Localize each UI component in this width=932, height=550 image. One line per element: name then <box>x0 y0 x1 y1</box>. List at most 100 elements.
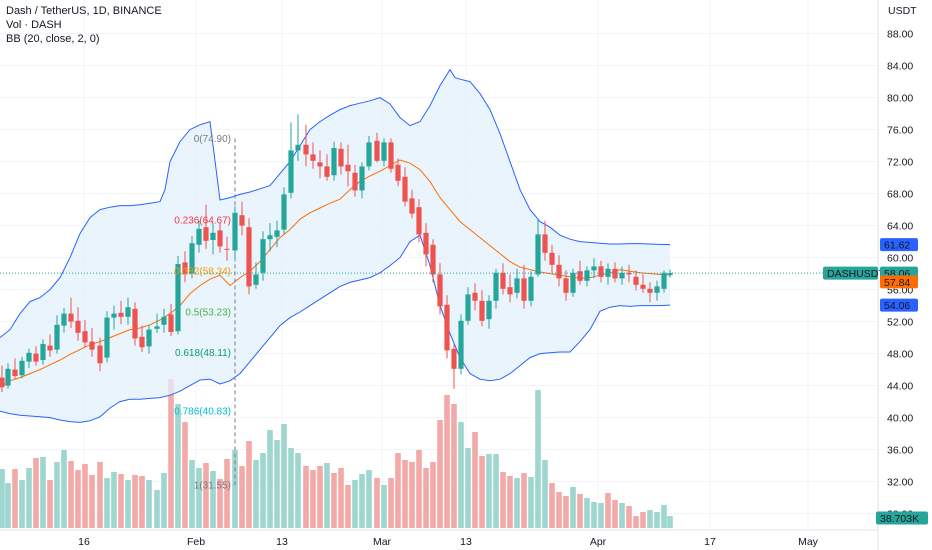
candle-body[interactable] <box>395 164 401 181</box>
candle-body[interactable] <box>359 166 365 191</box>
candle-body[interactable] <box>591 266 597 271</box>
candle-body[interactable] <box>239 215 245 226</box>
candle-body[interactable] <box>40 344 46 360</box>
candle-body[interactable] <box>317 162 323 167</box>
candle-body[interactable] <box>486 300 492 320</box>
candle-body[interactable] <box>479 300 485 321</box>
candle-body[interactable] <box>0 377 5 388</box>
candle-body[interactable] <box>345 164 351 172</box>
candle-body[interactable] <box>500 272 506 289</box>
candle-body[interactable] <box>458 320 464 369</box>
candle-body[interactable] <box>54 324 60 350</box>
candle-body[interactable] <box>667 273 673 276</box>
candle-body[interactable] <box>324 166 330 177</box>
candle-body[interactable] <box>374 140 380 161</box>
candle-body[interactable] <box>507 287 513 295</box>
candle-body[interactable] <box>82 331 88 343</box>
candle-body[interactable] <box>111 313 117 318</box>
candle-body[interactable] <box>472 292 478 301</box>
candle-body[interactable] <box>246 227 252 287</box>
candle-body[interactable] <box>416 207 422 235</box>
candle-body[interactable] <box>535 234 541 275</box>
bb-legend[interactable]: BB (20, close, 2, 0) <box>6 33 100 45</box>
volume-bar <box>430 462 436 528</box>
candle-body[interactable] <box>493 272 499 301</box>
candle-body[interactable] <box>224 248 230 250</box>
candle-body[interactable] <box>132 308 138 339</box>
candle-body[interactable] <box>104 317 110 358</box>
candle-body[interactable] <box>570 272 576 293</box>
candle-body[interactable] <box>626 272 632 275</box>
candle-body[interactable] <box>584 270 590 281</box>
candle-body[interactable] <box>260 239 266 273</box>
candle-body[interactable] <box>182 262 188 275</box>
candle-body[interactable] <box>5 368 11 386</box>
candle-body[interactable] <box>549 252 555 265</box>
candle-body[interactable] <box>331 148 337 176</box>
candle-body[interactable] <box>366 142 372 167</box>
candle-body[interactable] <box>33 353 39 362</box>
candle-body[interactable] <box>514 278 520 293</box>
candle-body[interactable] <box>125 307 131 317</box>
candle-body[interactable] <box>267 235 273 240</box>
candle-body[interactable] <box>61 313 67 326</box>
candle-body[interactable] <box>232 212 238 251</box>
candle-body[interactable] <box>465 294 471 321</box>
candle-body[interactable] <box>556 264 562 279</box>
candle-body[interactable] <box>146 329 152 347</box>
candle-body[interactable] <box>175 264 181 332</box>
candle-body[interactable] <box>310 154 316 161</box>
candle-body[interactable] <box>444 304 450 351</box>
symbol-legend[interactable]: Dash / TetherUS, 1D, BINANCE <box>6 5 162 17</box>
candle-body[interactable] <box>196 228 202 245</box>
candle-body[interactable] <box>97 345 103 364</box>
candle-body[interactable] <box>338 148 344 167</box>
candle-body[interactable] <box>542 234 548 253</box>
candle-body[interactable] <box>154 326 160 329</box>
candle-body[interactable] <box>647 288 653 293</box>
candle-body[interactable] <box>47 345 53 351</box>
candle-body[interactable] <box>577 271 583 281</box>
candle-body[interactable] <box>118 312 124 317</box>
candle-body[interactable] <box>68 313 74 322</box>
candle-body[interactable] <box>253 274 259 285</box>
candle-body[interactable] <box>75 320 81 333</box>
candle-body[interactable] <box>402 176 408 202</box>
candle-body[interactable] <box>303 144 309 155</box>
candle-body[interactable] <box>281 194 287 230</box>
candle-body[interactable] <box>619 272 625 279</box>
candle-body[interactable] <box>430 244 436 275</box>
candle-body[interactable] <box>661 272 667 289</box>
candle-body[interactable] <box>139 336 145 348</box>
candle-body[interactable] <box>189 243 195 274</box>
candle-body[interactable] <box>352 172 358 191</box>
candle-body[interactable] <box>563 278 569 293</box>
candle-body[interactable] <box>388 142 394 169</box>
candle-body[interactable] <box>654 286 660 293</box>
candle-body[interactable] <box>295 144 301 151</box>
candle-body[interactable] <box>217 230 223 247</box>
candle-body[interactable] <box>203 227 209 241</box>
candle-body[interactable] <box>521 278 527 301</box>
candle-body[interactable] <box>409 198 415 214</box>
candle-body[interactable] <box>161 316 167 325</box>
candle-body[interactable] <box>423 232 429 255</box>
candle-body[interactable] <box>26 352 32 362</box>
candle-body[interactable] <box>640 284 646 289</box>
candle-body[interactable] <box>451 348 457 369</box>
candle-body[interactable] <box>274 230 280 237</box>
candle-body[interactable] <box>633 276 639 285</box>
candle-body[interactable] <box>605 268 611 277</box>
candle-body[interactable] <box>168 314 174 332</box>
candle-body[interactable] <box>437 274 443 307</box>
candle-body[interactable] <box>288 150 294 193</box>
candle-body[interactable] <box>381 142 387 161</box>
candle-body[interactable] <box>210 232 216 240</box>
candle-body[interactable] <box>598 266 604 277</box>
candle-body[interactable] <box>12 369 18 376</box>
volume-legend[interactable]: Vol · DASH <box>6 19 62 31</box>
candle-body[interactable] <box>19 360 25 376</box>
candle-body[interactable] <box>528 276 534 301</box>
candle-body[interactable] <box>89 341 95 350</box>
